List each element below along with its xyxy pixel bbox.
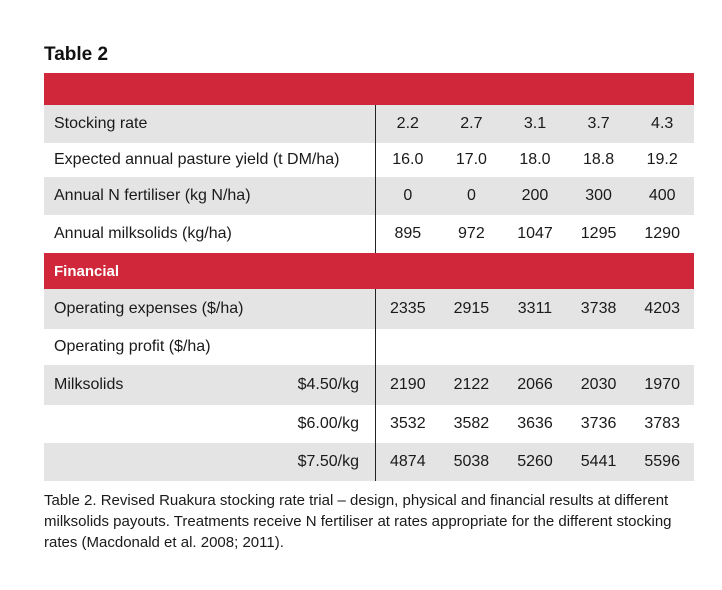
data-table: Stocking rate 2.2 2.7 3.1 3.7 4.3 Expect… — [44, 73, 694, 481]
table-cell: 18.8 — [583, 151, 615, 168]
table-row: $7.50/kg 4874 5038 5260 5441 5596 — [44, 443, 694, 481]
table-cell: 17.0 — [455, 151, 487, 168]
table-header-band — [44, 73, 694, 105]
table-cell: 200 — [521, 187, 549, 204]
table-cell: 400 — [648, 187, 676, 204]
table-cell: 2335 — [390, 300, 426, 317]
table-cell: 2.2 — [396, 115, 419, 132]
table-title: Table 2 — [44, 44, 109, 65]
payout-label: $7.50/kg — [297, 453, 359, 470]
row-values: 895 972 1047 1295 1290 — [375, 215, 694, 253]
table-cell: 0 — [403, 187, 413, 204]
row-values: 0 0 200 300 400 — [375, 177, 694, 215]
row-values: 4874 5038 5260 5441 5596 — [375, 443, 694, 481]
payout-label: $4.50/kg — [297, 376, 359, 393]
table-cell: 3532 — [390, 415, 426, 432]
table-cell: 2066 — [517, 376, 553, 393]
row-label: Annual N fertiliser (kg N/ha) — [54, 187, 251, 204]
row-label: Operating profit ($/ha) — [54, 338, 211, 355]
payout-label: $6.00/kg — [297, 415, 359, 432]
table-row: Operating profit ($/ha) — [44, 329, 694, 365]
row-values: 16.0 17.0 18.0 18.8 19.2 — [375, 143, 694, 177]
row-label: Expected annual pasture yield (t DM/ha) — [54, 151, 340, 168]
table-cell: 16.0 — [392, 151, 424, 168]
table-cell: 4.3 — [651, 115, 674, 132]
table-row: Annual N fertiliser (kg N/ha) 0 0 200 30… — [44, 177, 694, 215]
table-cell: 3311 — [517, 300, 553, 317]
table-cell: 5596 — [644, 453, 680, 470]
table-cell: 5441 — [580, 453, 617, 470]
table-cell: 0 — [466, 187, 476, 204]
table-row: Expected annual pasture yield (t DM/ha) … — [44, 143, 694, 177]
table-cell: 1970 — [644, 376, 680, 393]
table-cell: 2915 — [453, 300, 490, 317]
table-row: Milksolids $4.50/kg 2190 2122 2066 2030 … — [44, 365, 694, 405]
table-cell: 972 — [458, 225, 485, 242]
table-cell: 300 — [585, 187, 612, 204]
table-cell: 2190 — [390, 376, 426, 393]
row-label: Annual milksolids (kg/ha) — [54, 225, 232, 242]
table-cell: 5260 — [517, 453, 553, 470]
row-values: 3532 3582 3636 3736 3783 — [375, 405, 694, 443]
table-row: Operating expenses ($/ha) 2335 2915 3311… — [44, 289, 694, 329]
table-cell: 4203 — [644, 300, 680, 317]
table-cell: 2122 — [453, 376, 490, 393]
table-cell: 18.0 — [519, 151, 551, 168]
table-cell: 3582 — [453, 415, 490, 432]
table-row: Stocking rate 2.2 2.7 3.1 3.7 4.3 — [44, 105, 694, 143]
table-cell: 895 — [394, 225, 422, 242]
row-values: 2190 2122 2066 2030 1970 — [375, 365, 694, 405]
row-label: Operating expenses ($/ha) — [54, 300, 244, 317]
table-row: $6.00/kg 3532 3582 3636 3736 3783 — [44, 405, 694, 443]
table-cell: 3.7 — [587, 115, 610, 132]
table-cell: 1295 — [580, 225, 617, 242]
table-cell: 1047 — [517, 225, 553, 242]
table-cell: 4874 — [390, 453, 426, 470]
table-cell: 19.2 — [646, 151, 678, 168]
table-cell: 1290 — [644, 225, 680, 242]
row-values: 2.2 2.7 3.1 3.7 4.3 — [375, 105, 694, 143]
section-header: Financial — [44, 253, 694, 289]
table-cell: 3738 — [580, 300, 617, 317]
table-cell: 3783 — [644, 415, 680, 432]
table-cell: 3636 — [517, 415, 553, 432]
table-cell: 3736 — [580, 415, 617, 432]
section-label: Financial — [54, 262, 120, 280]
row-values — [375, 329, 694, 365]
table-row: Annual milksolids (kg/ha) 895 972 1047 1… — [44, 215, 694, 253]
table-cell: 2030 — [580, 376, 617, 393]
table-caption: Table 2. Revised Ruakura stocking rate t… — [44, 492, 672, 551]
table-cell: 5038 — [453, 453, 490, 470]
row-label: Stocking rate — [54, 115, 148, 132]
table-cell: 2.7 — [460, 115, 483, 132]
table-cell: 3.1 — [523, 115, 547, 132]
row-values: 2335 2915 3311 3738 4203 — [375, 289, 694, 329]
row-label: Milksolids — [54, 376, 124, 393]
